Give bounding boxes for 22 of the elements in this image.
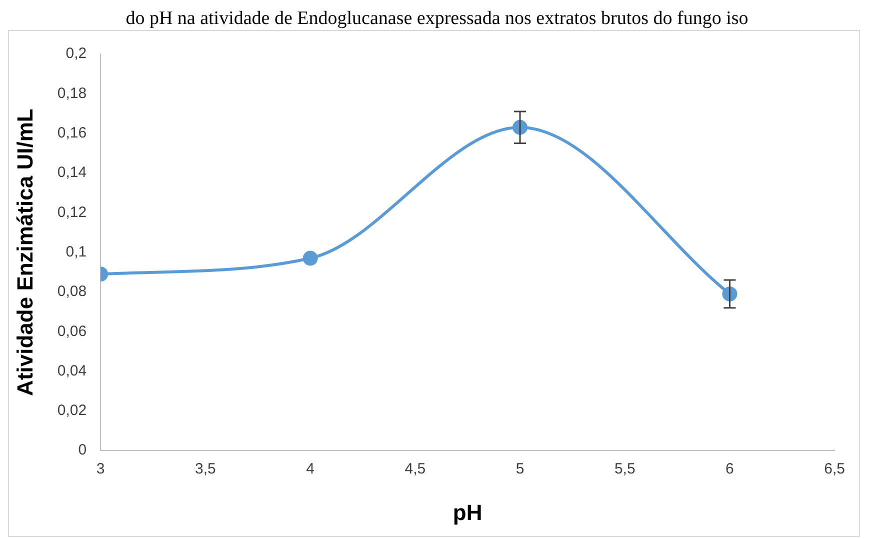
y-tick-label: 0,14 <box>57 164 87 182</box>
y-tick-label: 0,16 <box>57 124 87 142</box>
x-tick-label: 5,5 <box>614 460 636 478</box>
x-tick-label: 3 <box>96 460 105 478</box>
y-tick-label: 0,12 <box>57 204 87 221</box>
x-tick-label: 5 <box>516 460 524 478</box>
y-tick-label: 0,02 <box>57 402 87 420</box>
x-tick-label: 6 <box>726 460 734 478</box>
y-tick-label: 0,06 <box>57 322 87 340</box>
y-tick-label: 0 <box>78 442 87 459</box>
x-tick-label: 4 <box>306 460 314 478</box>
y-tick-label: 0,18 <box>57 84 87 102</box>
y-tick-label: 0,04 <box>57 362 87 380</box>
y-tick-label: 0,1 <box>66 243 87 260</box>
y-tick-label: 0,2 <box>66 45 87 62</box>
x-axis-title: pH <box>452 500 482 525</box>
y-tick-label: 0,08 <box>57 283 87 300</box>
y-axis-title: Atividade Enzimática UI/mL <box>12 108 38 396</box>
chart-title: do pH na atividade de Endoglucanase expressada nos extratos brutos do fungo iso <box>124 8 750 30</box>
x-tick-label: 6,5 <box>824 460 846 478</box>
x-tick-label: 3,5 <box>195 460 216 478</box>
x-tick-label: 4,5 <box>404 460 426 478</box>
